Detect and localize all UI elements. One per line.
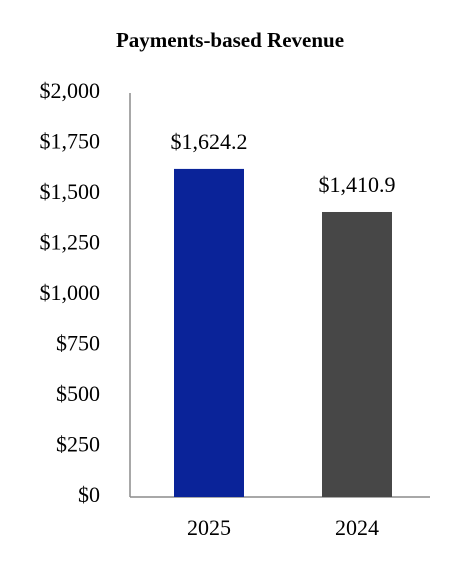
- y-tick-label: $500: [56, 381, 100, 406]
- bar: [174, 168, 244, 497]
- x-tick-label: 2024: [335, 515, 379, 540]
- value-label: $1,410.9: [319, 172, 396, 197]
- y-tick-label: $1,750: [40, 129, 101, 154]
- y-tick-label: $2,000: [40, 78, 101, 103]
- y-tick-label: $250: [56, 432, 100, 457]
- y-tick-label: $1,000: [40, 280, 101, 305]
- value-label: $1,624.2: [171, 129, 248, 154]
- bar: [322, 211, 392, 497]
- y-tick-label: $750: [56, 331, 100, 356]
- y-tick-label: $1,500: [40, 179, 101, 204]
- x-tick-label: 2025: [187, 515, 231, 540]
- y-tick-label: $1,250: [40, 230, 101, 255]
- y-tick-label: $0: [78, 482, 100, 507]
- chart-title: Payments-based Revenue: [116, 28, 344, 52]
